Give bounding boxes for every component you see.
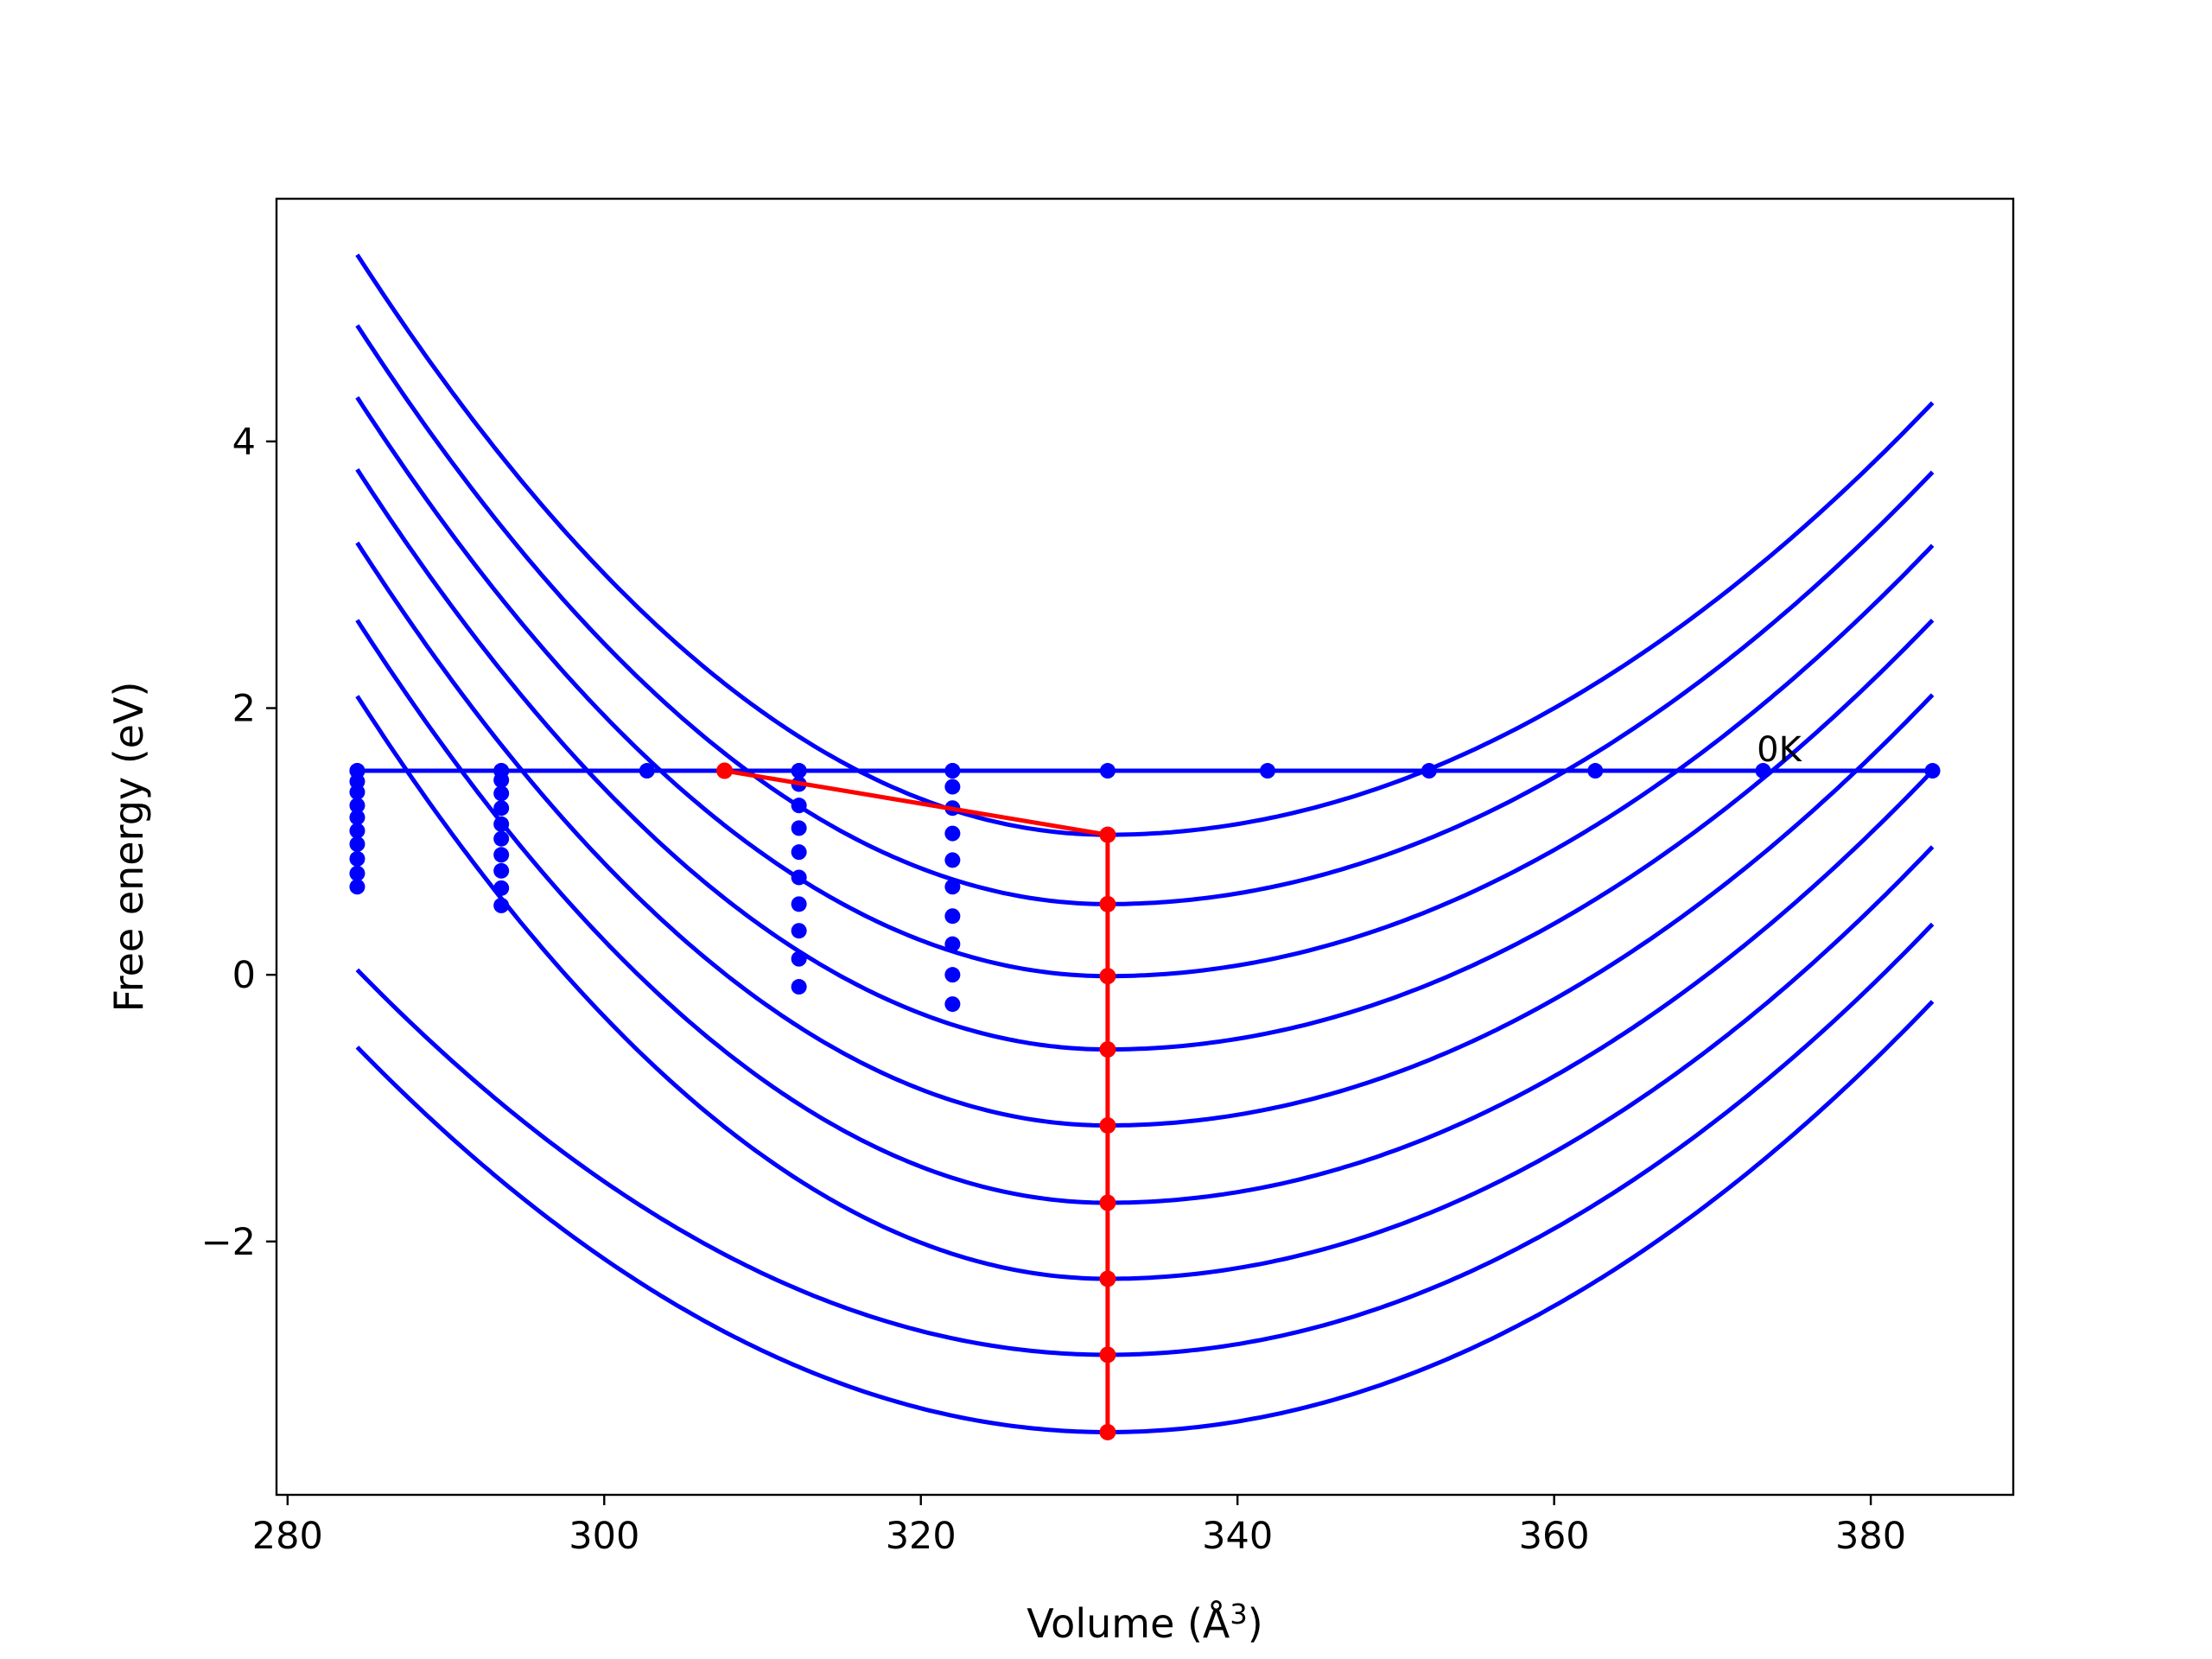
data-point bbox=[349, 823, 365, 839]
free-energy-curve bbox=[355, 467, 1935, 1052]
x-tick-label: 300 bbox=[569, 1515, 639, 1558]
data-point bbox=[493, 897, 510, 913]
zero-kelvin-point bbox=[639, 763, 655, 779]
data-point bbox=[493, 785, 510, 802]
data-point bbox=[349, 798, 365, 814]
free-energy-curve bbox=[355, 1000, 1935, 1434]
free-energy-curve bbox=[355, 695, 1935, 1281]
data-point bbox=[493, 830, 510, 847]
minimum-point bbox=[1099, 1194, 1116, 1211]
minimum-point bbox=[1099, 1346, 1116, 1363]
zero-kelvin-annotation: 0K bbox=[1757, 730, 1802, 770]
y-axis-label: Free energy (eV) bbox=[105, 682, 152, 1013]
x-tick-label: 380 bbox=[1835, 1515, 1906, 1558]
x-tick-label: 280 bbox=[252, 1515, 323, 1558]
data-point bbox=[349, 784, 365, 800]
x-axis-label-close: ) bbox=[1248, 1600, 1263, 1647]
curves-layer bbox=[355, 253, 1935, 1434]
data-point bbox=[944, 879, 961, 895]
data-point bbox=[791, 979, 807, 995]
data-point bbox=[493, 772, 510, 788]
data-point bbox=[349, 865, 365, 881]
y-tick-label: 4 bbox=[232, 421, 256, 464]
data-point bbox=[349, 850, 365, 867]
free-energy-curve bbox=[355, 253, 1935, 837]
minimum-point bbox=[1099, 1117, 1116, 1135]
data-point bbox=[791, 923, 807, 939]
minimum-point bbox=[1099, 826, 1116, 843]
data-point bbox=[791, 798, 807, 814]
minimum-point bbox=[1099, 895, 1116, 912]
zero-kelvin-point bbox=[1099, 763, 1116, 779]
y-tick-label: 0 bbox=[232, 954, 256, 997]
data-point bbox=[349, 763, 365, 779]
data-point bbox=[791, 950, 807, 967]
data-point bbox=[791, 820, 807, 836]
data-point bbox=[349, 836, 365, 852]
data-point bbox=[944, 825, 961, 842]
x-tick-label: 340 bbox=[1202, 1515, 1273, 1558]
free-energy-curve bbox=[355, 396, 1935, 979]
zero-kelvin-point bbox=[1924, 763, 1941, 779]
x-axis-label: Volume (Å3) bbox=[1027, 1598, 1262, 1647]
plot-frame bbox=[275, 197, 2015, 1497]
minimum-point bbox=[1099, 1041, 1116, 1058]
plot-area bbox=[276, 199, 2013, 1495]
zero-kelvin-point bbox=[1587, 763, 1604, 779]
data-point bbox=[944, 967, 961, 983]
data-point bbox=[349, 810, 365, 826]
data-point bbox=[791, 896, 807, 912]
data-point bbox=[493, 862, 510, 879]
data-point bbox=[493, 816, 510, 832]
data-point bbox=[944, 996, 961, 1013]
data-point bbox=[944, 763, 961, 779]
data-point bbox=[791, 844, 807, 861]
minimum-path-line bbox=[724, 768, 1110, 1433]
minimum-path-layer bbox=[716, 762, 1116, 1440]
minimum-point bbox=[1099, 1423, 1116, 1440]
data-point bbox=[493, 800, 510, 817]
data-point bbox=[493, 847, 510, 863]
x-axis-label-superscript: 3 bbox=[1230, 1598, 1247, 1630]
y-tick-label: 2 bbox=[232, 688, 256, 731]
x-axis-label-main: Volume (Å bbox=[1027, 1600, 1230, 1647]
free-energy-curve bbox=[355, 922, 1935, 1357]
data-point bbox=[791, 869, 807, 886]
minimum-point bbox=[1099, 968, 1116, 985]
y-tick-label: −2 bbox=[201, 1221, 256, 1264]
data-point bbox=[349, 879, 365, 895]
free-energy-curve bbox=[355, 324, 1935, 906]
minimum-point bbox=[716, 762, 734, 779]
zero-kelvin-point bbox=[1421, 763, 1437, 779]
data-point bbox=[944, 852, 961, 868]
x-tick-label: 360 bbox=[1519, 1515, 1590, 1558]
data-point bbox=[349, 773, 365, 790]
zero-kelvin-point bbox=[1260, 763, 1276, 779]
x-tick-label: 320 bbox=[886, 1515, 957, 1558]
data-point bbox=[944, 908, 961, 925]
data-point bbox=[944, 936, 961, 952]
ticks-layer: 280 300 320 340 360 380 −2 0 2 4 bbox=[201, 421, 1907, 1558]
free-energy-curve bbox=[355, 619, 1935, 1205]
free-energy-curve bbox=[355, 541, 1935, 1128]
data-point bbox=[944, 779, 961, 795]
data-point bbox=[791, 763, 807, 779]
dot-columns-layer bbox=[349, 763, 961, 1013]
minimum-point bbox=[1099, 1270, 1116, 1287]
zero-kelvin-point bbox=[1755, 763, 1771, 779]
data-point bbox=[493, 880, 510, 896]
